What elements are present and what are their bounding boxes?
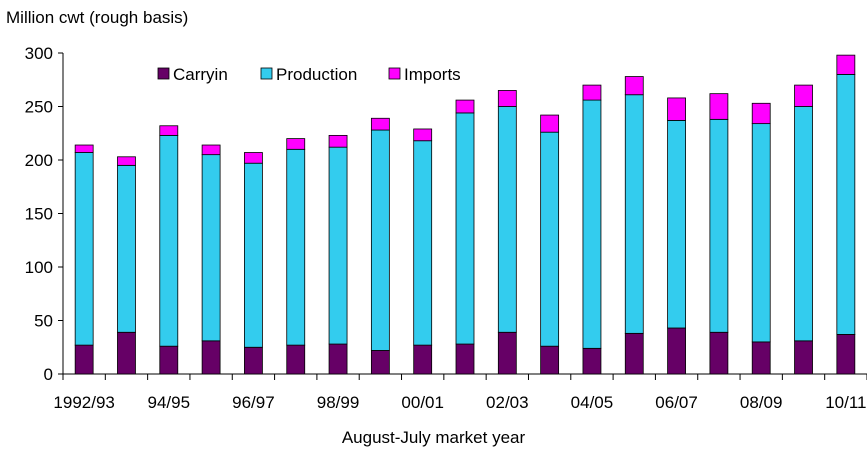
y-axis-title: Million cwt (rough basis) [6,8,189,27]
bar-production-2 [117,164,136,333]
bar-carryin-1 [74,344,94,375]
bar-carryin-8 [370,350,390,375]
bar-production-17 [751,123,771,343]
y-tick-label: 250 [25,98,53,117]
bar-production-12 [540,131,560,347]
legend-label-carryin: Carryin [173,65,228,84]
bar-imports-17 [751,102,771,125]
bar-imports-9 [413,128,433,142]
legend-swatch-production [260,67,273,80]
legend-box [146,58,480,92]
bar-production-5 [244,162,263,348]
bar-imports-12 [540,114,560,133]
legend-label-imports: Imports [404,65,461,84]
legend: Carryin Production Imports [146,58,480,92]
bar-production-11 [497,106,517,333]
bar-imports-6 [286,138,306,150]
bar-carryin-17 [751,341,771,375]
bar-imports-1 [74,144,94,153]
x-tick-label: 08/09 [740,393,783,412]
bars [74,54,856,375]
bar-carryin-11 [497,331,517,375]
y-tick-label: 0 [44,365,53,384]
bar-production-3 [159,134,179,347]
bar-carryin-15 [667,327,686,375]
bar-production-19 [836,74,856,335]
bar-carryin-16 [709,331,729,375]
x-tick-label: 98/99 [317,393,360,412]
bar-production-8 [370,129,390,351]
bar-imports-14 [624,76,644,96]
y-tick-label: 200 [25,151,53,170]
bar-production-18 [794,106,813,342]
bar-imports-10 [455,99,475,114]
bar-production-15 [667,120,686,329]
bar-production-16 [709,118,729,333]
bar-imports-18 [794,84,813,107]
bar-imports-19 [836,54,856,75]
y-tick-label: 100 [25,258,53,277]
x-tick-label: 00/01 [401,393,444,412]
bar-imports-11 [497,90,517,107]
bar-carryin-7 [328,343,348,375]
x-tick-label: 04/05 [571,393,614,412]
x-axis-title: August-July market year [341,428,526,447]
bar-imports-15 [667,97,686,121]
bar-imports-3 [159,125,179,136]
y-tick-label: 300 [25,44,53,63]
bar-carryin-5 [244,346,263,375]
bar-imports-4 [201,144,221,156]
y-tick-label: 150 [25,205,53,224]
x-tick-label: 96/97 [232,393,275,412]
bar-imports-5 [244,152,263,164]
bar-production-6 [286,148,306,346]
y-tick-label: 50 [34,312,53,331]
bar-carryin-4 [201,340,221,375]
bar-production-10 [455,112,475,345]
bar-production-4 [201,154,221,342]
bar-carryin-12 [540,345,560,375]
bar-imports-16 [709,93,729,120]
axes: 0 50 100 150 200 250 300 1992/93 94/95 96/97 98/99… [25,44,867,412]
bar-imports-7 [328,134,348,148]
bar-carryin-13 [582,347,602,375]
bar-carryin-3 [159,345,179,375]
bar-carryin-9 [413,344,433,375]
bar-production-9 [413,140,433,346]
bar-carryin-2 [117,331,136,375]
legend-swatch-carryin [157,67,170,80]
bar-carryin-10 [455,343,475,375]
bar-imports-8 [370,117,390,131]
bar-production-7 [328,146,348,345]
bar-imports-13 [582,84,602,101]
bar-carryin-19 [836,334,856,375]
bar-carryin-14 [624,332,644,375]
legend-label-production: Production [276,65,357,84]
bar-imports-2 [117,156,136,166]
x-tick-label: 06/07 [655,393,698,412]
x-tick-label: 94/95 [148,393,191,412]
bar-production-1 [74,152,94,346]
bar-carryin-18 [794,340,813,375]
bar-production-14 [624,94,644,334]
x-tick-label: 10/11 [825,393,866,412]
bar-production-13 [582,99,602,349]
bar-carryin-6 [286,344,306,375]
legend-swatch-imports [388,67,401,80]
x-tick-label: 1992/93 [53,393,114,412]
x-tick-label: 02/03 [486,393,529,412]
